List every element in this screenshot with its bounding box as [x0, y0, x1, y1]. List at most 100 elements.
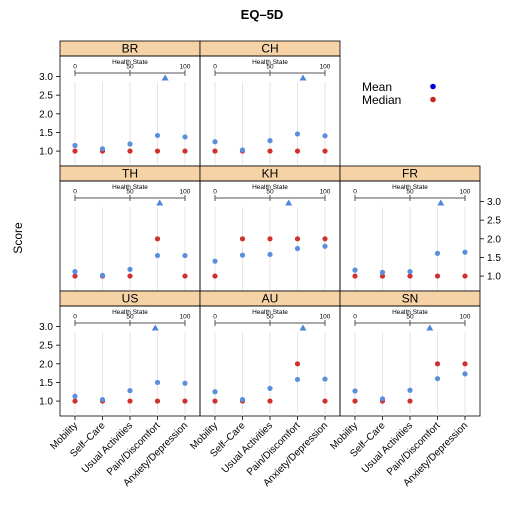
health-state-marker [161, 74, 169, 81]
health-state-tick-label: 50 [266, 314, 274, 321]
health-state-tick-label: 50 [126, 314, 134, 321]
mean-point [154, 132, 161, 139]
median-point [294, 236, 301, 242]
median-point [212, 148, 218, 154]
y-tick-label: 3.0 [487, 197, 501, 208]
median-point [462, 273, 468, 279]
mean-point [182, 380, 188, 386]
median-point [434, 361, 441, 367]
mean-point [407, 387, 413, 393]
mean-point [127, 141, 133, 147]
health-state-tick-label: 0 [73, 64, 77, 71]
health-state-marker [426, 324, 434, 331]
median-point [72, 398, 78, 404]
health-state-tick-label: 0 [73, 189, 77, 196]
mean-point [352, 388, 358, 394]
mean-point [434, 250, 441, 256]
panel-strip-label: KH [262, 167, 279, 181]
median-point [267, 148, 273, 154]
health-state-label: Health State [112, 309, 148, 316]
y-tick-label: 1.5 [39, 378, 53, 389]
median-point [127, 148, 133, 154]
panel-ch: CH Health State 0 50 100 [199, 40, 341, 167]
mean-point [462, 249, 468, 255]
mean-point [267, 251, 273, 258]
y-tick-label: 1.0 [487, 272, 501, 283]
mean-point [212, 389, 218, 395]
y-tick-label: 3.0 [39, 322, 53, 333]
health-state-tick-label: 50 [266, 64, 274, 71]
health-state-tick-label: 0 [353, 189, 357, 196]
panel-br: BR Health State 0 50 100 1.0 1.5 2.0 2.5 3.0 [39, 40, 201, 167]
y-tick-label: 3.0 [39, 72, 53, 83]
panel-strip-label: TH [122, 167, 138, 181]
mean-point [99, 272, 106, 278]
health-state-tick-label: 50 [406, 314, 414, 321]
mean-point [462, 371, 468, 377]
y-tick-label: 1.5 [39, 128, 53, 139]
health-state-label: Health State [112, 59, 148, 66]
health-state-tick-label: 100 [180, 314, 191, 321]
mean-point [352, 267, 358, 273]
mean-point [239, 147, 246, 153]
median-point [267, 398, 273, 404]
median-point [154, 148, 161, 154]
health-state-tick-label: 0 [73, 314, 77, 321]
mean-point [267, 138, 273, 144]
panel-sn: SN Health State 0 50 100 [339, 290, 481, 417]
health-state-label: Health State [252, 184, 288, 191]
mean-point [322, 133, 328, 139]
panels-group: BR Health State 0 50 100 1.0 1.5 2.0 2.5 3.0 CH Hea… [39, 40, 501, 417]
health-state-tick-label: 0 [213, 64, 217, 71]
mean-point [212, 258, 218, 264]
chart-title: EQ–5D [241, 7, 284, 22]
health-state-marker [285, 199, 293, 206]
y-tick-label: 1.0 [39, 397, 53, 408]
median-point [182, 398, 188, 404]
mean-point [407, 269, 413, 275]
health-state-tick-label: 100 [320, 314, 331, 321]
y-tick-label: 2.5 [39, 341, 53, 352]
panel-strip-label: BR [122, 42, 139, 56]
mean-point [294, 376, 301, 383]
mean-point [212, 139, 218, 145]
panel-fr: FR Health State 0 50 100 1.0 1.5 2.0 2.5 3.0 [339, 165, 501, 292]
median-point [212, 398, 218, 404]
panel-strip-label: AU [262, 292, 279, 306]
y-tick-label: 1.0 [39, 147, 53, 158]
health-state-label: Health State [252, 309, 288, 316]
y-tick-label: 2.5 [39, 91, 53, 102]
health-state-tick-label: 50 [126, 189, 134, 196]
median-point [434, 273, 441, 279]
y-axis-label: Score [11, 222, 25, 254]
mean-point [322, 376, 328, 382]
median-point [72, 148, 78, 154]
health-state-tick-label: 50 [126, 64, 134, 71]
mean-point [99, 146, 106, 152]
health-state-label: Health State [392, 184, 428, 191]
legend-marker-median [430, 96, 436, 103]
panel-kh: KH Health State 0 50 100 [199, 165, 341, 292]
median-point [407, 398, 413, 404]
mean-point [182, 252, 188, 259]
median-point [154, 398, 161, 404]
mean-point [294, 131, 301, 137]
health-state-tick-label: 100 [180, 189, 191, 196]
panel-strip-label: FR [402, 167, 418, 181]
health-state-label: Health State [112, 184, 148, 191]
panel-strip-label: CH [261, 42, 278, 56]
health-state-tick-label: 50 [266, 189, 274, 196]
health-state-label: Health State [252, 59, 288, 66]
mean-point [127, 266, 133, 272]
panel-au: AU Health State 0 50 100 [199, 290, 341, 417]
mean-point [182, 134, 188, 140]
mean-point [239, 252, 246, 258]
y-tick-label: 1.5 [487, 253, 501, 264]
mean-point [294, 245, 301, 252]
y-tick-label: 2.0 [487, 234, 501, 245]
health-state-tick-label: 0 [353, 314, 357, 321]
health-state-marker [151, 324, 159, 331]
mean-point [127, 388, 133, 394]
median-point [72, 273, 78, 279]
